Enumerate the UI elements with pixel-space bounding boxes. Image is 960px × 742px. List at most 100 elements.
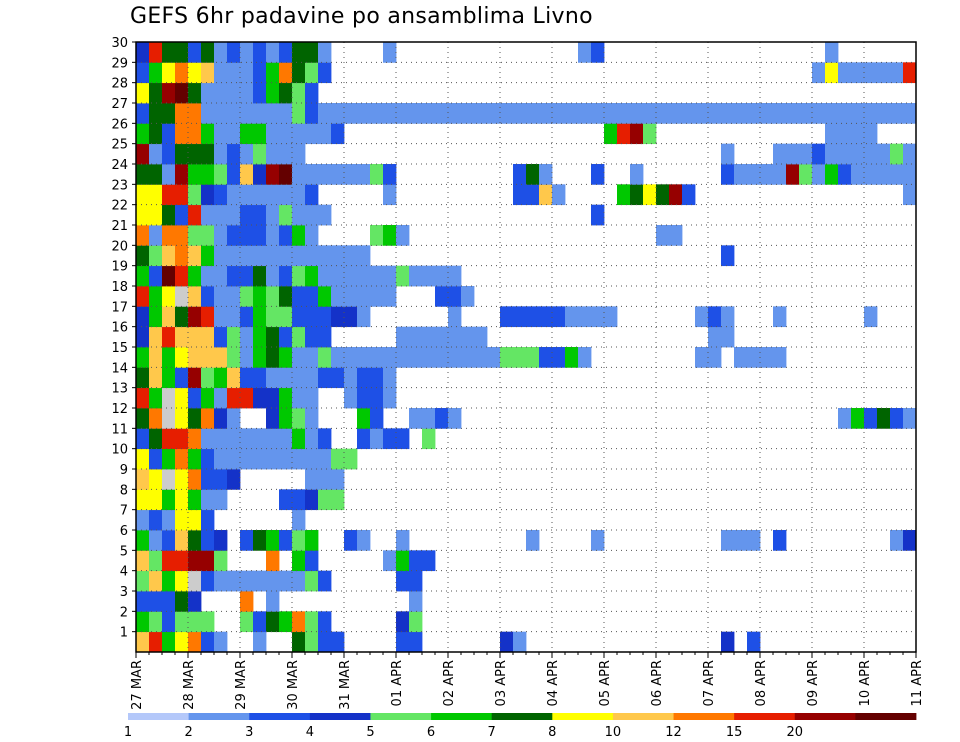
heatmap-cell (292, 550, 306, 572)
heatmap-cell (201, 408, 215, 429)
heatmap-cell (643, 103, 657, 124)
heatmap-cell (682, 184, 696, 206)
heatmap-cell (175, 326, 189, 348)
heatmap-cell (149, 225, 163, 246)
heatmap-cell (214, 184, 228, 206)
heatmap-cell (292, 509, 306, 531)
heatmap-cell (747, 103, 761, 124)
heatmap-cell (149, 62, 163, 84)
heatmap-cell (526, 103, 540, 124)
heatmap-cell (305, 448, 319, 470)
heatmap-cell (201, 204, 215, 226)
heatmap-cell (240, 286, 254, 307)
heatmap-cell (240, 62, 254, 84)
heatmap-cell (253, 184, 267, 206)
heatmap-cell (149, 530, 163, 551)
heatmap-cell (461, 103, 475, 124)
heatmap-cell (188, 42, 202, 63)
heatmap-cell (344, 347, 358, 368)
heatmap-cell (656, 184, 670, 206)
heatmap-cell (266, 184, 280, 206)
heatmap-cell (227, 143, 241, 165)
heatmap-cell (227, 265, 241, 287)
heatmap-cell (162, 509, 176, 531)
heatmap-cell (201, 509, 215, 531)
heatmap-cell (344, 164, 358, 185)
heatmap-cell (318, 428, 332, 450)
heatmap-cell (331, 347, 345, 368)
heatmap-cell (851, 164, 865, 185)
heatmap-cell (279, 225, 293, 246)
heatmap-cell (240, 326, 254, 348)
heatmap-cell (487, 347, 501, 368)
heatmap-cell (357, 306, 371, 328)
heatmap-cell (838, 143, 852, 165)
heatmap-cell (331, 306, 345, 328)
y-tick-label: 18 (111, 280, 128, 295)
x-tick-label: 04 APR (546, 660, 561, 706)
colorbar-swatch (612, 713, 674, 720)
heatmap-cell (201, 62, 215, 84)
colorbar-swatch (855, 713, 917, 720)
heatmap-cell (214, 408, 228, 429)
heatmap-cell (266, 591, 280, 612)
heatmap-cell (292, 123, 306, 145)
heatmap-cell (370, 164, 384, 185)
heatmap-cell (188, 225, 202, 246)
heatmap-cell (383, 286, 397, 307)
heatmap-cell (344, 286, 358, 307)
heatmap-cell (344, 306, 358, 328)
colorbar-label: 10 (605, 725, 622, 740)
heatmap-cell (175, 306, 189, 328)
heatmap-cell (149, 164, 163, 185)
heatmap-cell (357, 428, 371, 450)
heatmap-cell (240, 123, 254, 145)
heatmap-cell (214, 225, 228, 246)
colorbar-swatch (734, 713, 796, 720)
heatmap-cell (318, 265, 332, 287)
y-tick-label: 8 (120, 483, 128, 498)
heatmap-cell (500, 306, 514, 328)
heatmap-cell (292, 428, 306, 450)
heatmap-cell (318, 62, 332, 84)
heatmap-cell (890, 164, 904, 185)
heatmap-cell (513, 164, 527, 185)
heatmap-cell (175, 286, 189, 307)
heatmap-cell (214, 103, 228, 124)
heatmap-cell (201, 123, 215, 145)
heatmap-cell (162, 204, 176, 226)
heatmap-cell (708, 103, 722, 124)
heatmap-cell (292, 103, 306, 124)
heatmap-cell (604, 103, 618, 124)
heatmap-cell (188, 204, 202, 226)
heatmap-cell (799, 103, 813, 124)
heatmap-cell (552, 306, 566, 328)
heatmap-cell (422, 428, 436, 450)
heatmap-cell (240, 103, 254, 124)
heatmap-cell (149, 245, 163, 267)
colorbar-label: 5 (366, 725, 374, 740)
heatmap-cell (240, 428, 254, 450)
heatmap-cell (799, 143, 813, 165)
heatmap-cell (279, 530, 293, 551)
heatmap-cell (214, 62, 228, 84)
heatmap-cell (162, 265, 176, 287)
heatmap-cell (188, 265, 202, 287)
heatmap-cell (292, 286, 306, 307)
heatmap-cell (266, 347, 280, 368)
heatmap-cell (175, 550, 189, 572)
heatmap-cell (825, 143, 839, 165)
heatmap-cell (136, 286, 150, 307)
heatmap-cell (253, 265, 267, 287)
heatmap-cell (188, 611, 202, 633)
heatmap-cell (331, 123, 345, 145)
heatmap-cell (266, 204, 280, 226)
heatmap-cell (305, 550, 319, 572)
heatmap-cell (318, 164, 332, 185)
heatmap-cell (578, 306, 592, 328)
heatmap-cell (279, 611, 293, 633)
heatmap-cell (149, 367, 163, 389)
heatmap-cell (396, 103, 410, 124)
colorbar-swatch (309, 713, 371, 720)
